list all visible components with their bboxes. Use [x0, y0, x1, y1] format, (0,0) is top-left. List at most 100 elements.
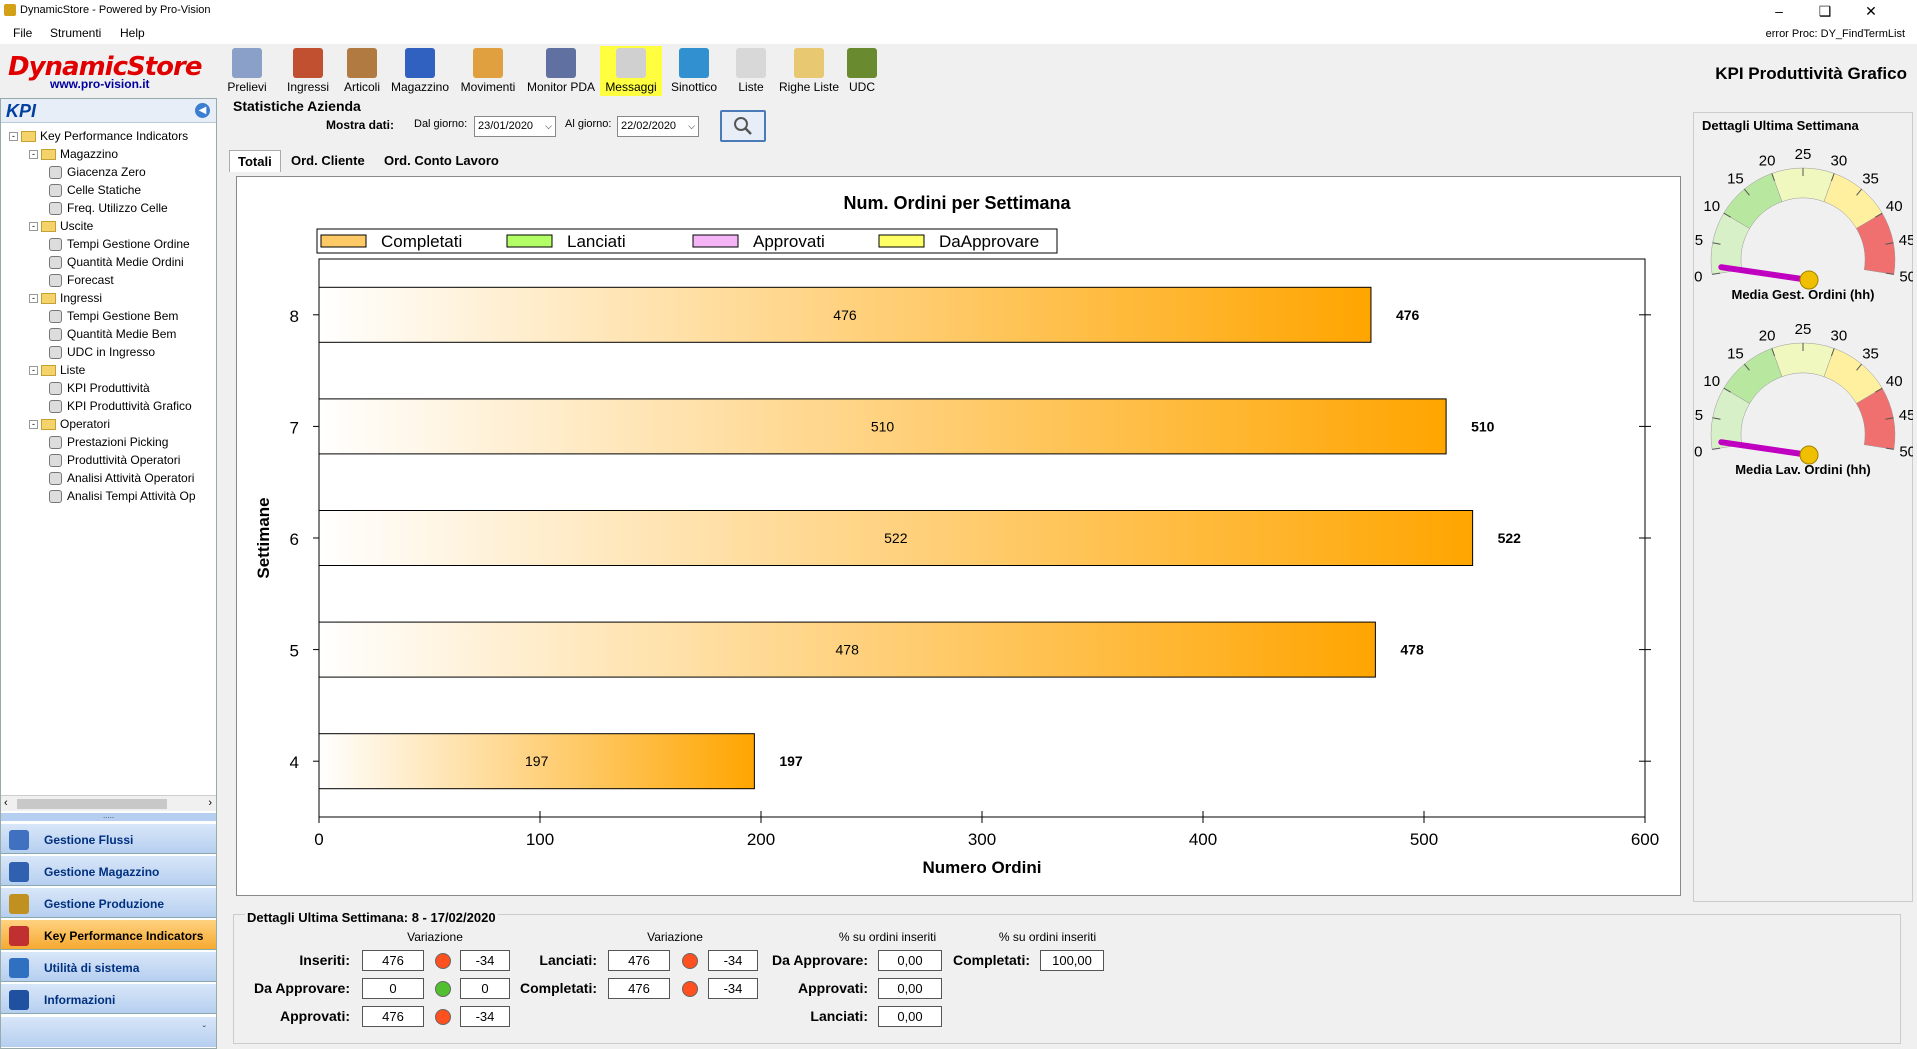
scroll-left-icon[interactable]: ‹: [4, 797, 8, 809]
tree-item[interactable]: KPI Produttività: [49, 379, 150, 397]
toolbar-button-righe-liste[interactable]: Righe Liste: [778, 46, 840, 96]
gauge-tick: [1875, 387, 1883, 393]
tab-ord-conto-lavoro[interactable]: Ord. Conto Lavoro: [384, 153, 499, 168]
tree-label: UDC in Ingresso: [67, 345, 156, 359]
scroll-thumb[interactable]: [17, 799, 167, 809]
tree-folder[interactable]: - Key Performance Indicators: [9, 127, 188, 145]
y-tick-label: 8: [290, 307, 299, 326]
tree-folder[interactable]: - Liste: [29, 361, 85, 379]
tree-item[interactable]: Quantità Medie Bem: [49, 325, 176, 343]
x-tick-label: 500: [1410, 830, 1438, 849]
status-dot-icon: [435, 1009, 451, 1025]
maximize-button[interactable]: ❑: [1818, 3, 1832, 19]
to-date-picker[interactable]: 22/02/2020 ⌵: [617, 116, 699, 137]
toolbar-button-liste[interactable]: Liste: [736, 46, 766, 96]
detail-delta: -34: [708, 950, 758, 971]
toolbar-button-udc[interactable]: UDC: [846, 46, 878, 96]
collapse-icon[interactable]: ◀: [195, 103, 210, 118]
tree-item[interactable]: KPI Produttività Grafico: [49, 397, 192, 415]
gauge-tick-label: 0: [1694, 444, 1702, 461]
page-title: KPI Produttività Grafico: [1715, 64, 1907, 83]
scroll-right-icon[interactable]: ›: [208, 797, 212, 809]
tree-label: Freq. Utilizzo Celle: [67, 201, 168, 215]
chart-legend: [316, 228, 1058, 254]
tree-item[interactable]: Analisi Tempi Attività Op: [49, 487, 196, 505]
gauge-tick: [1885, 272, 1894, 275]
from-date-picker[interactable]: 23/01/2020 ⌵: [474, 116, 556, 137]
menu-help[interactable]: Help: [120, 26, 145, 40]
to-label: Al giorno:: [565, 118, 612, 130]
nav-gestione-magazzino[interactable]: Gestione Magazzino: [1, 855, 216, 886]
chart-panel: Num. Ordini per Settimana Completati Lanci…: [236, 176, 1681, 896]
nav-utilità-di-sistema[interactable]: Utilità di sistema: [1, 951, 216, 982]
collapse-toggle-icon[interactable]: -: [9, 132, 18, 142]
chevron-down-icon[interactable]: ˇ: [202, 1025, 206, 1036]
bar: [318, 510, 1474, 566]
chevron-down-icon[interactable]: ⌵: [688, 121, 695, 131]
tree-item[interactable]: Tempi Gestione Bem: [49, 307, 178, 325]
toolbar-button-label: Righe Liste: [778, 80, 840, 94]
nav-gestione-produzione[interactable]: Gestione Produzione: [1, 887, 216, 918]
close-button[interactable]: ✕: [1865, 3, 1877, 19]
toolbar-button-articoli[interactable]: Articoli: [341, 46, 383, 96]
tree-label: Forecast: [67, 273, 114, 287]
search-button[interactable]: [720, 110, 766, 142]
book-icon: [473, 48, 503, 78]
detail-value: 0: [362, 978, 424, 999]
menu-strumenti[interactable]: Strumenti: [50, 26, 102, 40]
bar: [318, 398, 1447, 455]
tree-item[interactable]: Forecast: [49, 271, 114, 289]
gauge-tick: [1743, 188, 1750, 196]
detail-label: Da Approvare:: [254, 980, 350, 996]
tree-item[interactable]: Celle Statiche: [49, 181, 141, 199]
toolbar-button-monitor-pda[interactable]: Monitor PDA: [524, 46, 598, 96]
nav-gestione-flussi[interactable]: Gestione Flussi: [1, 823, 216, 854]
toolbar-button-movimenti[interactable]: Movimenti: [456, 46, 520, 96]
tab-totali[interactable]: Totali: [229, 150, 281, 172]
tree-folder[interactable]: - Magazzino: [29, 145, 118, 163]
folder-icon: [41, 419, 56, 431]
collapse-toggle-icon[interactable]: -: [29, 366, 38, 376]
bar-value-label: 478: [1400, 642, 1424, 658]
nav-icon: [9, 926, 29, 946]
tree-item[interactable]: Freq. Utilizzo Celle: [49, 199, 168, 217]
toolbar-button-magazzino[interactable]: Magazzino: [391, 46, 449, 96]
tree-item[interactable]: Tempi Gestione Ordine: [49, 235, 190, 253]
gauge-tick-label: 45: [1899, 232, 1913, 249]
tree-item[interactable]: Quantità Medie Ordini: [49, 253, 184, 271]
tree-folder[interactable]: - Uscite: [29, 217, 93, 235]
tree-item[interactable]: Prestazioni Picking: [49, 433, 168, 451]
tree-item[interactable]: Produttività Operatori: [49, 451, 180, 469]
status-dot-icon: [682, 981, 698, 997]
collapse-toggle-icon[interactable]: -: [29, 222, 38, 232]
tree-hscrollbar[interactable]: ‹ ›: [1, 795, 216, 811]
tab-ord-cliente[interactable]: Ord. Cliente: [291, 153, 365, 168]
tree-item[interactable]: UDC in Ingresso: [49, 343, 155, 361]
tree-item[interactable]: Giacenza Zero: [49, 163, 146, 181]
menu-file[interactable]: File: [13, 26, 33, 40]
sidebar: KPI ◀ - Key Performance Indicators - Magazz…: [0, 98, 217, 1049]
y-tick-label: 6: [290, 530, 299, 549]
collapse-toggle-icon[interactable]: -: [29, 420, 38, 430]
nav-label: Informazioni: [44, 993, 116, 1007]
toolbar-button-messaggi[interactable]: Messaggi: [600, 46, 662, 96]
toolbar-button-label: Messaggi: [605, 80, 657, 94]
collapse-toggle-icon[interactable]: -: [29, 150, 38, 160]
collapse-toggle-icon[interactable]: -: [29, 294, 38, 304]
tree-folder[interactable]: - Operatori: [29, 415, 110, 433]
gauge-tick: [1712, 242, 1721, 245]
legend-label: Approvati: [753, 232, 825, 251]
pct-header: % su ordini inseriti: [998, 930, 1097, 944]
bar-value-label: 476: [1396, 307, 1420, 323]
nav-key-performance-indicators[interactable]: Key Performance Indicators: [1, 919, 216, 950]
splitter-grip[interactable]: .....: [1, 812, 216, 821]
nav-informazioni[interactable]: Informazioni: [1, 983, 216, 1014]
tree-item[interactable]: Analisi Attività Operatori: [49, 469, 194, 487]
gauge-tick: [1723, 212, 1731, 218]
toolbar-button-prelievi[interactable]: Prelievi: [227, 46, 267, 96]
tree-folder[interactable]: - Ingressi: [29, 289, 102, 307]
toolbar-button-sinottico[interactable]: Sinottico: [666, 46, 722, 96]
minimize-button[interactable]: –: [1775, 3, 1783, 19]
toolbar-button-ingressi[interactable]: Ingressi: [286, 46, 330, 96]
chevron-down-icon[interactable]: ⌵: [545, 121, 552, 131]
